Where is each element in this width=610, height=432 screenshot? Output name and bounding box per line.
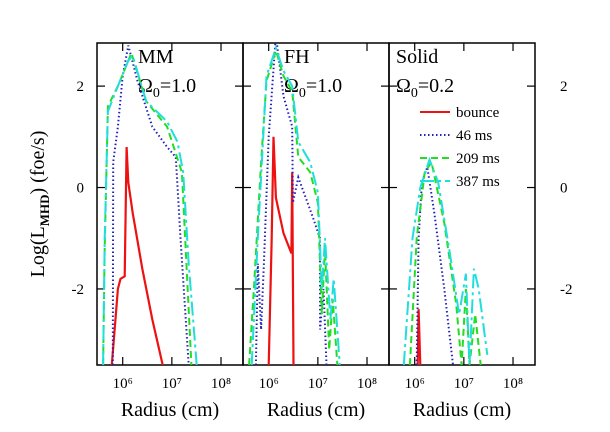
series-line xyxy=(111,45,190,365)
omega-value: =1.0 xyxy=(160,75,196,97)
omega: Ω xyxy=(396,75,411,97)
x-tick-label: 10⁷ xyxy=(308,376,328,392)
y-tick-label: 0 xyxy=(77,181,85,197)
x-tick-label: 10⁸ xyxy=(503,376,523,392)
x-tick-label: 10⁷ xyxy=(454,376,474,392)
omega-value: =1.0 xyxy=(306,75,342,97)
series-line xyxy=(110,146,164,365)
panel-subtitle: Ω0=0.2 xyxy=(396,75,454,101)
panel-title: Solid xyxy=(396,46,438,68)
legend-label: bounce xyxy=(456,105,500,121)
plot-area xyxy=(402,156,489,365)
omega-sub: 0 xyxy=(153,86,160,101)
x-axis-label: Radius (cm) xyxy=(413,399,511,421)
series-line xyxy=(402,156,489,365)
y-label-main: Log(L xyxy=(27,226,49,277)
x-tick-label: 10⁶ xyxy=(405,376,425,392)
omega-sub: 0 xyxy=(411,86,418,101)
y-tick-label: 2 xyxy=(77,79,85,95)
series-line xyxy=(267,136,295,365)
y-tick-label-right: 2 xyxy=(560,79,568,95)
series-line xyxy=(408,159,482,365)
legend-label: 209 ms xyxy=(456,151,500,167)
x-tick-label: 10⁶ xyxy=(259,376,279,392)
y-tick-label-right: 0 xyxy=(560,181,568,197)
y-tick-label: -2 xyxy=(72,282,85,298)
x-tick-label: 10⁸ xyxy=(211,376,231,392)
x-axis-label: Radius (cm) xyxy=(121,399,219,421)
omega-sub: 0 xyxy=(299,86,306,101)
y-label-sub: MHD xyxy=(37,194,52,226)
series-line xyxy=(254,43,328,365)
plot-area xyxy=(248,43,341,365)
panel-subtitle: Ω0=1.0 xyxy=(284,75,342,101)
x-tick-label: 10⁶ xyxy=(113,376,133,392)
panel-subtitle: Ω0=1.0 xyxy=(138,75,196,101)
plot-area xyxy=(102,45,198,365)
y-label-unit: ) (foe/s) xyxy=(27,131,49,195)
panel-title: FH xyxy=(284,46,310,68)
y-axis-label: Log(LMHD) (foe/s) xyxy=(27,131,52,278)
series-line xyxy=(416,309,422,365)
x-axis-label: Radius (cm) xyxy=(267,399,365,421)
series-line xyxy=(102,53,198,365)
panel-title: MM xyxy=(138,46,174,68)
x-tick-label: 10⁷ xyxy=(162,376,182,392)
omega-value: =0.2 xyxy=(418,75,454,97)
x-tick-label: 10⁸ xyxy=(357,376,377,392)
y-tick-label-right: -2 xyxy=(560,282,573,298)
legend-label: 46 ms xyxy=(456,128,492,144)
legend-label: 387 ms xyxy=(456,174,500,190)
series-line xyxy=(250,44,341,365)
